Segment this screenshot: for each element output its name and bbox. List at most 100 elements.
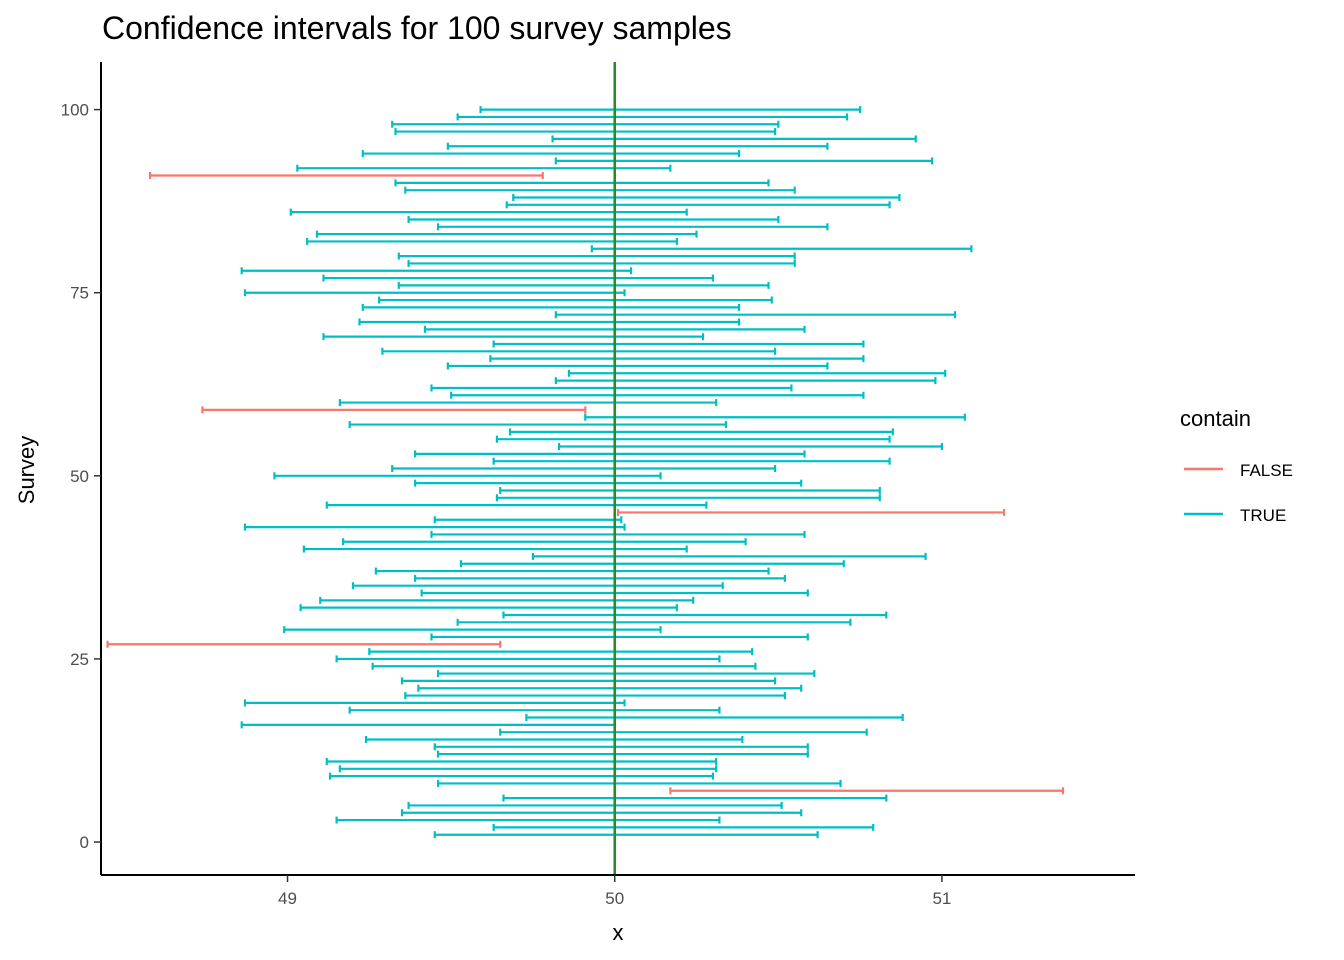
- interval-true-18: [348, 706, 721, 714]
- y-tick-label: 100: [61, 101, 89, 120]
- interval-true-48: [499, 486, 881, 494]
- interval-true-100: [479, 106, 862, 114]
- legend-label-true: TRUE: [1240, 506, 1286, 525]
- interval-true-30: [456, 618, 852, 626]
- y-axis-title: Survey: [14, 436, 39, 504]
- y-tick-label: 50: [70, 467, 89, 486]
- interval-false-7: [669, 787, 1065, 795]
- interval-true-15: [499, 728, 868, 736]
- interval-true-72: [554, 311, 957, 319]
- interval-true-86: [289, 208, 688, 216]
- interval-true-40: [302, 545, 688, 553]
- interval-true-3: [335, 816, 721, 824]
- interval-true-21: [417, 684, 803, 692]
- interval-true-4: [400, 809, 803, 817]
- interval-true-31: [502, 611, 888, 619]
- interval-false-27: [106, 640, 502, 648]
- interval-true-56: [508, 428, 894, 436]
- interval-false-91: [148, 172, 544, 180]
- interval-true-10: [338, 765, 718, 773]
- interval-true-61: [450, 391, 865, 399]
- interval-true-37: [374, 567, 770, 575]
- interval-true-29: [283, 626, 662, 634]
- interval-true-11: [325, 757, 718, 765]
- interval-true-77: [322, 274, 714, 282]
- interval-true-94: [361, 150, 741, 158]
- interval-true-69: [322, 333, 705, 341]
- interval-true-26: [368, 648, 754, 656]
- x-tick-label: 50: [605, 889, 624, 908]
- interval-true-89: [404, 186, 796, 194]
- interval-true-58: [584, 413, 966, 421]
- interval-true-13: [433, 743, 809, 751]
- y-axis-ticks: 0 25 50 75 100: [61, 101, 101, 852]
- interval-true-28: [430, 633, 809, 641]
- interval-true-25: [335, 655, 721, 663]
- interval-true-52: [492, 457, 891, 465]
- interval-true-68: [492, 340, 865, 348]
- x-axis-title: x: [613, 920, 624, 945]
- interval-true-41: [342, 538, 747, 546]
- x-tick-label: 51: [932, 889, 951, 908]
- interval-true-33: [319, 596, 695, 604]
- interval-true-60: [338, 399, 718, 407]
- interval-true-47: [495, 494, 881, 502]
- interval-true-51: [391, 465, 777, 472]
- interval-true-62: [430, 384, 793, 392]
- interval-true-2: [492, 823, 875, 831]
- legend-label-false: FALSE: [1240, 461, 1293, 480]
- interval-true-63: [554, 377, 937, 385]
- y-tick-label: 75: [70, 284, 89, 303]
- chart-title: Confidence intervals for 100 survey samp…: [102, 10, 732, 46]
- interval-true-55: [495, 435, 891, 443]
- legend: contain FALSE TRUE: [1180, 406, 1293, 525]
- interval-false-45: [616, 508, 1006, 516]
- interval-true-98: [391, 120, 780, 128]
- interval-true-22: [400, 677, 777, 685]
- interval-true-67: [381, 347, 777, 355]
- interval-true-65: [446, 362, 829, 370]
- interval-true-8: [436, 779, 842, 787]
- interval-true-17: [525, 714, 904, 722]
- interval-true-1: [433, 831, 819, 839]
- interval-true-42: [430, 530, 806, 538]
- x-axis-ticks: 49 50 51: [278, 875, 951, 908]
- interval-true-90: [394, 179, 770, 187]
- interval-true-36: [414, 574, 786, 582]
- interval-true-66: [489, 355, 865, 363]
- x-tick-label: 49: [278, 889, 297, 908]
- interval-true-16: [240, 721, 616, 729]
- interval-true-96: [551, 135, 917, 143]
- legend-title: contain: [1180, 406, 1251, 431]
- interval-true-93: [554, 157, 934, 165]
- interval-true-83: [315, 230, 698, 238]
- interval-true-49: [414, 479, 803, 487]
- interval-true-35: [351, 582, 724, 590]
- interval-true-19: [243, 699, 626, 707]
- interval-true-78: [240, 267, 633, 275]
- interval-true-44: [433, 516, 623, 524]
- interval-true-57: [348, 421, 728, 429]
- interval-true-38: [459, 560, 845, 568]
- interval-true-32: [299, 604, 678, 612]
- interval-true-20: [404, 692, 786, 700]
- interval-true-75: [243, 289, 626, 297]
- interval-true-73: [361, 303, 741, 311]
- interval-true-43: [243, 523, 626, 531]
- interval-true-74: [378, 296, 773, 304]
- interval-true-97: [394, 128, 777, 136]
- interval-true-80: [397, 252, 796, 260]
- interval-true-85: [407, 215, 780, 223]
- interval-true-81: [590, 245, 973, 253]
- interval-true-6: [502, 794, 888, 802]
- interval-true-54: [558, 443, 944, 451]
- y-tick-label: 25: [70, 650, 89, 669]
- interval-true-87: [505, 201, 891, 209]
- interval-true-64: [567, 369, 947, 377]
- interval-true-92: [296, 164, 672, 172]
- interval-true-88: [512, 194, 901, 201]
- interval-true-12: [436, 750, 809, 758]
- interval-true-84: [436, 223, 829, 231]
- interval-true-9: [328, 772, 714, 780]
